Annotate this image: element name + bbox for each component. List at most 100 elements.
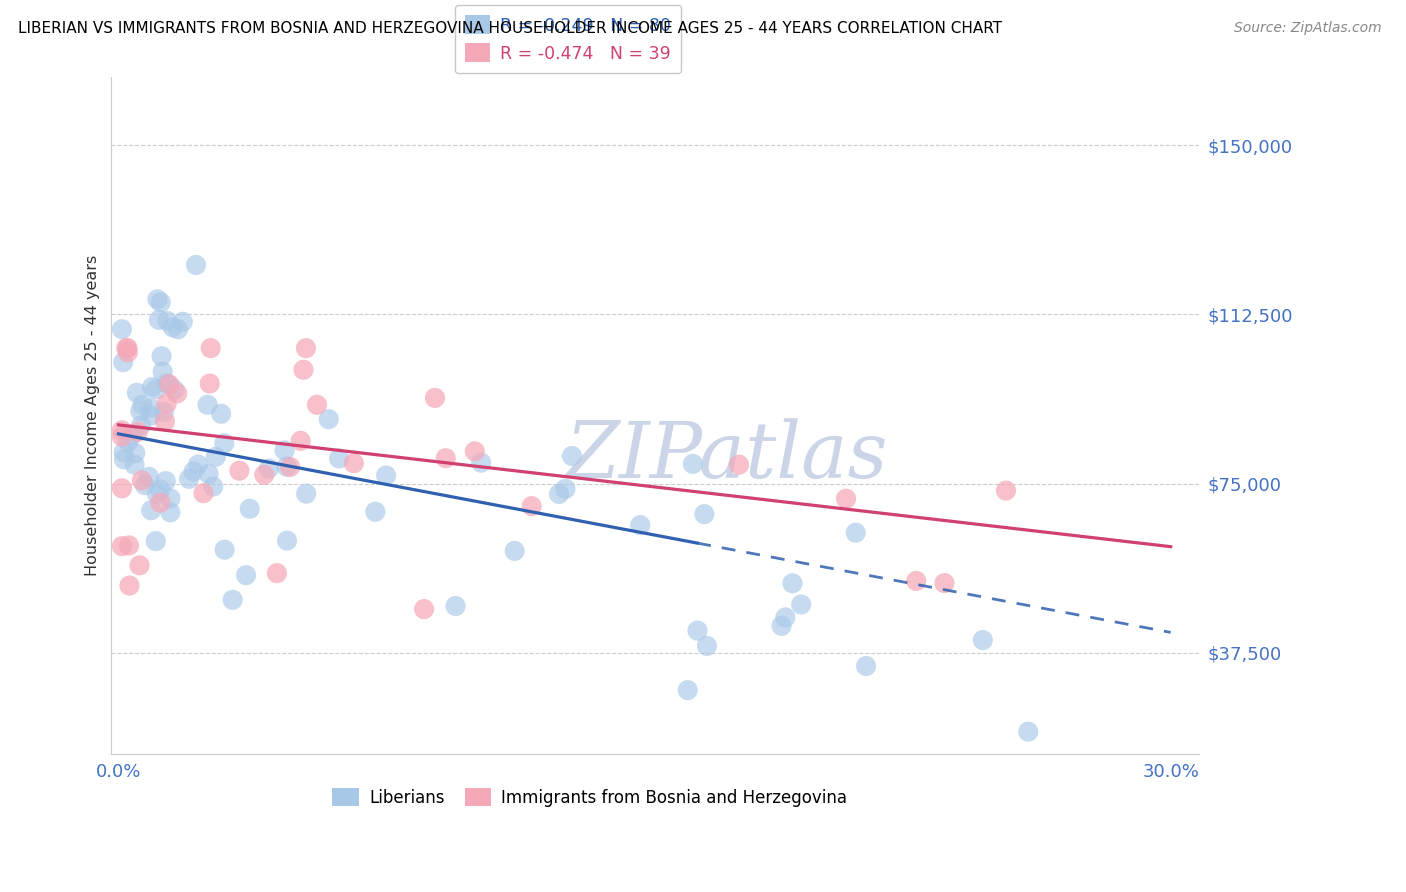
Point (835, 491, 858, 506)
Point (111, 423, 134, 437)
Text: ZIPatlas: ZIPatlas (565, 418, 887, 494)
Point (295, 341, 318, 355)
Point (790, 598, 813, 612)
Point (554, 482, 576, 496)
Point (228, 464, 250, 478)
Point (214, 542, 236, 557)
Point (413, 602, 436, 616)
Point (204, 450, 226, 464)
Point (159, 491, 181, 506)
Point (163, 383, 186, 397)
Point (145, 534, 167, 549)
Point (686, 624, 709, 638)
Point (278, 460, 301, 475)
Point (157, 377, 180, 392)
Point (129, 418, 152, 433)
Point (197, 398, 219, 412)
Point (187, 458, 209, 472)
Point (162, 320, 184, 334)
Point (138, 470, 160, 484)
Point (239, 501, 262, 516)
Point (153, 414, 176, 428)
Point (111, 429, 134, 443)
Point (124, 458, 146, 472)
Point (197, 467, 219, 481)
Point (139, 503, 162, 517)
Point (117, 345, 139, 359)
Point (257, 461, 280, 475)
Point (139, 409, 162, 423)
Point (276, 459, 298, 474)
Point (111, 539, 134, 553)
Point (112, 452, 135, 467)
Point (198, 376, 221, 391)
Point (855, 659, 877, 673)
Point (112, 355, 135, 369)
Point (134, 478, 156, 492)
Point (156, 314, 179, 328)
Point (124, 446, 146, 460)
Point (149, 295, 172, 310)
Point (520, 499, 543, 513)
Point (159, 505, 181, 519)
Point (972, 633, 994, 648)
Point (235, 568, 257, 582)
Point (112, 445, 135, 459)
Point (318, 412, 340, 426)
Point (292, 363, 315, 377)
Point (193, 486, 215, 500)
Point (464, 444, 486, 458)
Point (149, 496, 172, 510)
Point (775, 610, 797, 624)
Point (128, 558, 150, 573)
Point (1017, 724, 1039, 739)
Point (548, 487, 571, 501)
Point (200, 341, 222, 355)
Point (118, 539, 141, 553)
Point (295, 486, 318, 500)
Point (177, 472, 200, 486)
Point (152, 365, 174, 379)
Point (183, 465, 205, 479)
Point (305, 398, 328, 412)
Point (155, 397, 177, 411)
Point (118, 578, 141, 592)
Point (115, 341, 138, 355)
Point (129, 404, 152, 418)
Point (561, 449, 583, 463)
Legend: Liberians, Immigrants from Bosnia and Herzegovina: Liberians, Immigrants from Bosnia and He… (326, 781, 853, 814)
Point (682, 457, 704, 471)
Point (290, 434, 312, 448)
Point (434, 451, 457, 466)
Point (166, 386, 188, 401)
Point (149, 483, 172, 497)
Point (127, 425, 149, 439)
Point (782, 576, 804, 591)
Point (266, 566, 288, 581)
Point (728, 458, 751, 472)
Point (117, 341, 139, 355)
Point (845, 525, 868, 540)
Point (141, 380, 163, 394)
Point (905, 574, 928, 588)
Point (148, 313, 170, 327)
Point (423, 391, 446, 405)
Point (375, 468, 398, 483)
Point (276, 533, 298, 548)
Point (693, 507, 716, 521)
Point (994, 483, 1017, 498)
Point (111, 481, 134, 495)
Point (167, 322, 190, 336)
Point (146, 293, 169, 307)
Point (628, 518, 651, 533)
Point (121, 427, 143, 442)
Y-axis label: Householder Income Ages 25 - 44 years: Householder Income Ages 25 - 44 years (86, 255, 100, 576)
Point (125, 385, 148, 400)
Point (209, 407, 232, 421)
Point (202, 480, 225, 494)
Point (117, 434, 139, 449)
Point (503, 544, 526, 558)
Point (131, 474, 153, 488)
Point (676, 683, 699, 698)
Point (221, 592, 243, 607)
